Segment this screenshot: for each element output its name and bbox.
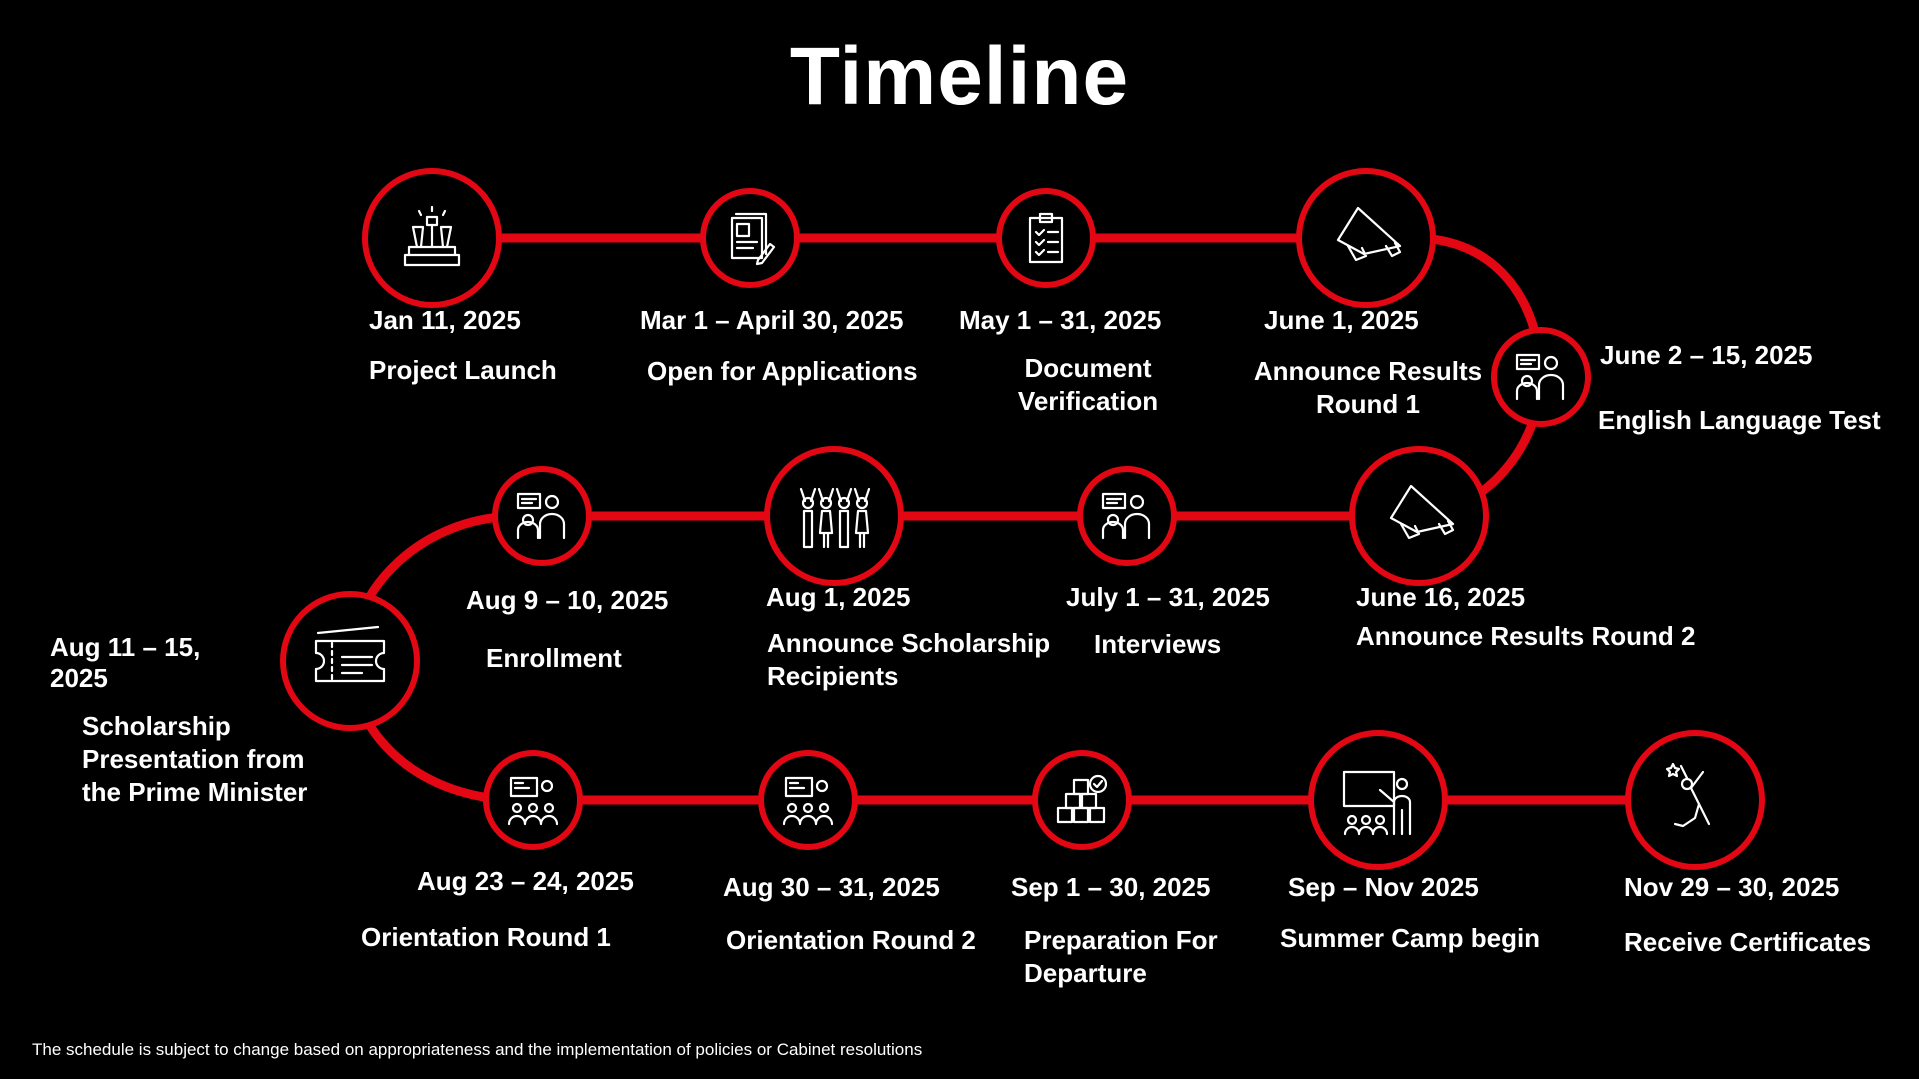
milestone-label: Scholarship Presentation from the Prime Mi… bbox=[82, 711, 308, 807]
orientation-audience-icon bbox=[505, 772, 561, 828]
classroom-teacher-icon bbox=[1336, 758, 1420, 842]
milestone-label: Orientation Round 2 bbox=[726, 925, 976, 955]
milestone-label: Document Verification bbox=[1017, 353, 1159, 416]
megaphone-icon bbox=[1377, 474, 1461, 558]
milestone-node bbox=[492, 466, 592, 566]
megaphone-icon bbox=[1324, 196, 1408, 280]
milestone-date: June 2 – 15, 2025 bbox=[1600, 340, 1813, 370]
milestone-node bbox=[1491, 327, 1591, 427]
milestone-date: Jan 11, 2025 bbox=[369, 305, 521, 335]
milestone-date: Aug 11 – 15, 2025 bbox=[50, 632, 201, 693]
milestone-label: Summer Camp begin bbox=[1280, 923, 1541, 953]
celebrating-people-icon bbox=[791, 473, 877, 559]
milestone-date: Mar 1 – April 30, 2025 bbox=[640, 305, 904, 335]
milestone-date: Aug 9 – 10, 2025 bbox=[466, 585, 669, 615]
milestone-date: May 1 – 31, 2025 bbox=[959, 305, 1162, 335]
milestone-label: English Language Test bbox=[1598, 405, 1881, 435]
milestone-label: Interviews bbox=[1094, 629, 1222, 659]
milestone-label: Preparation For Departure bbox=[1024, 925, 1218, 988]
milestone-label: Announce Results Round 1 bbox=[1253, 356, 1483, 419]
page-title: Timeline bbox=[789, 31, 1130, 122]
application-form-icon bbox=[722, 210, 778, 266]
milestone-node bbox=[280, 591, 420, 731]
orientation-audience-icon bbox=[780, 772, 836, 828]
milestone-node bbox=[1296, 168, 1436, 308]
milestone-node bbox=[1625, 730, 1765, 870]
celebrating-person-icon bbox=[1653, 758, 1737, 842]
milestone-node bbox=[764, 446, 904, 586]
milestone-node bbox=[1077, 466, 1177, 566]
milestone-node bbox=[1349, 446, 1489, 586]
test-taker-icon bbox=[1513, 349, 1569, 405]
milestone-date: Sep 1 – 30, 2025 bbox=[1011, 872, 1211, 902]
milestone-label: Announce Scholarship Recipients bbox=[767, 628, 1051, 691]
milestone-date: June 1, 2025 bbox=[1264, 305, 1419, 335]
milestone-date: Aug 30 – 31, 2025 bbox=[723, 872, 940, 902]
milestone-label: Enrollment bbox=[486, 643, 622, 673]
milestone-date: Aug 1, 2025 bbox=[766, 582, 911, 612]
milestone-date: Nov 29 – 30, 2025 bbox=[1624, 872, 1840, 902]
milestone-node bbox=[1308, 730, 1448, 870]
milestone-node bbox=[700, 188, 800, 288]
checklist-clipboard-icon bbox=[1018, 210, 1074, 266]
milestone-label: Project Launch bbox=[369, 355, 557, 385]
ticket-icon bbox=[302, 623, 398, 699]
milestone-label: Receive Certificates bbox=[1624, 927, 1872, 957]
milestone-date: Sep – Nov 2025 bbox=[1288, 872, 1479, 902]
boxes-check-icon bbox=[1054, 772, 1110, 828]
milestone-date: June 16, 2025 bbox=[1356, 582, 1526, 612]
milestone-label: Announce Results Round 2 bbox=[1356, 621, 1696, 651]
milestone-label: Orientation Round 1 bbox=[361, 922, 611, 952]
milestone-date: Aug 23 – 24, 2025 bbox=[417, 866, 634, 896]
milestone-label: Open for Applications bbox=[647, 356, 918, 386]
enrollment-icon bbox=[514, 488, 570, 544]
milestone-date: July 1 – 31, 2025 bbox=[1066, 582, 1270, 612]
interview-icon bbox=[1099, 488, 1155, 544]
footnote: The schedule is subject to change based … bbox=[32, 1040, 923, 1059]
trophy-podium-icon bbox=[397, 203, 467, 273]
milestone-node bbox=[758, 750, 858, 850]
milestone-node bbox=[996, 188, 1096, 288]
milestone-node bbox=[483, 750, 583, 850]
milestone-node bbox=[362, 168, 502, 308]
milestone-node bbox=[1032, 750, 1132, 850]
